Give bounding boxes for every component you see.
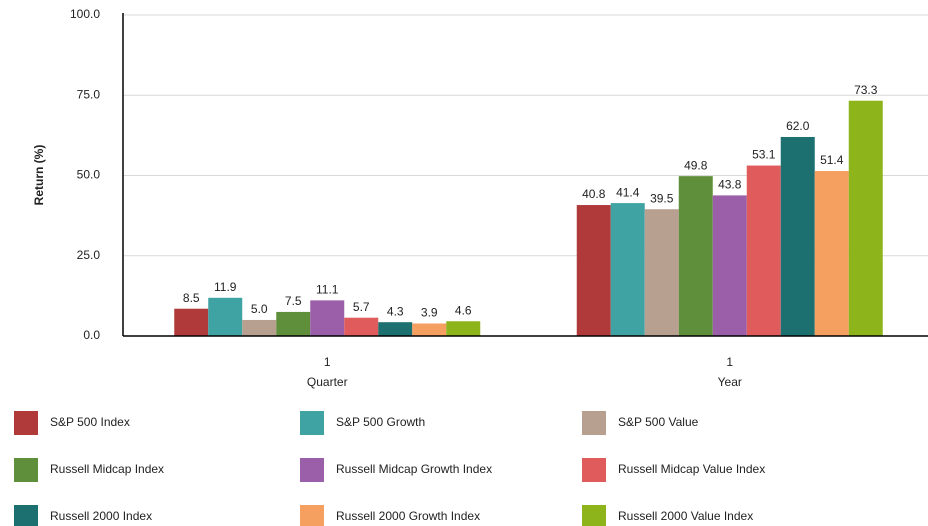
value-label: 4.6 — [455, 303, 472, 317]
legend-swatch — [14, 458, 38, 482]
x-tick-label: Year — [718, 375, 742, 389]
value-label: 73.3 — [854, 83, 878, 97]
value-label: 51.4 — [820, 153, 844, 167]
bar — [208, 297, 243, 336]
legend-label: Russell 2000 Growth Index — [336, 509, 480, 523]
legend-swatch — [300, 458, 324, 482]
bar — [610, 203, 645, 336]
y-tick-label: 25.0 — [77, 248, 101, 262]
legend-swatch — [582, 458, 606, 482]
bar — [814, 171, 849, 336]
value-label: 5.7 — [353, 300, 370, 314]
legend-swatch — [14, 411, 38, 435]
y-tick-label: 75.0 — [77, 87, 101, 101]
value-label: 4.3 — [387, 304, 404, 318]
bar — [174, 308, 209, 336]
bar — [446, 321, 481, 336]
value-label: 43.8 — [718, 178, 742, 192]
bar — [712, 195, 747, 336]
value-label: 53.1 — [752, 148, 776, 162]
bar — [378, 322, 413, 336]
value-label: 8.5 — [183, 291, 200, 305]
value-label: 11.1 — [316, 283, 339, 297]
x-tick-label: 1 — [726, 355, 733, 369]
value-label: 49.8 — [684, 158, 708, 172]
legend-label: S&P 500 Value — [618, 415, 699, 429]
x-tick-label: Quarter — [307, 375, 348, 389]
y-tick-label: 100.0 — [70, 7, 100, 21]
legend-swatch — [582, 505, 606, 526]
value-label: 41.4 — [616, 185, 640, 199]
bar — [746, 165, 781, 336]
bar — [344, 317, 379, 336]
value-label: 11.9 — [214, 280, 237, 294]
legend-label: Russell Midcap Value Index — [618, 462, 765, 476]
y-tick-label: 0.0 — [83, 328, 100, 342]
y-axis-label: Return (%) — [32, 145, 46, 206]
bar — [848, 100, 883, 336]
x-tick-label: 1 — [324, 355, 331, 369]
bar — [780, 136, 815, 336]
y-tick-label: 50.0 — [77, 168, 101, 182]
bar — [678, 176, 713, 336]
value-label: 7.5 — [285, 294, 302, 308]
legend-swatch — [582, 411, 606, 435]
bar — [276, 311, 311, 336]
legend-label: Russell Midcap Index — [50, 462, 164, 476]
legend-swatch — [300, 411, 324, 435]
bar — [644, 209, 679, 336]
legend-label: Russell 2000 Value Index — [618, 509, 753, 523]
value-label: 5.0 — [251, 302, 268, 316]
bar — [412, 323, 447, 336]
legend-label: Russell 2000 Index — [50, 509, 152, 523]
bar — [576, 205, 611, 336]
value-label: 40.8 — [582, 187, 606, 201]
legend-label: S&P 500 Index — [50, 415, 130, 429]
bar — [242, 319, 277, 336]
value-label: 39.5 — [650, 191, 674, 205]
bar — [310, 300, 345, 336]
value-label: 3.9 — [421, 306, 438, 320]
value-label: 62.0 — [786, 119, 810, 133]
legend-label: S&P 500 Growth — [336, 415, 425, 429]
legend-swatch — [14, 505, 38, 526]
legend-label: Russell Midcap Growth Index — [336, 462, 492, 476]
legend-swatch — [300, 505, 324, 526]
